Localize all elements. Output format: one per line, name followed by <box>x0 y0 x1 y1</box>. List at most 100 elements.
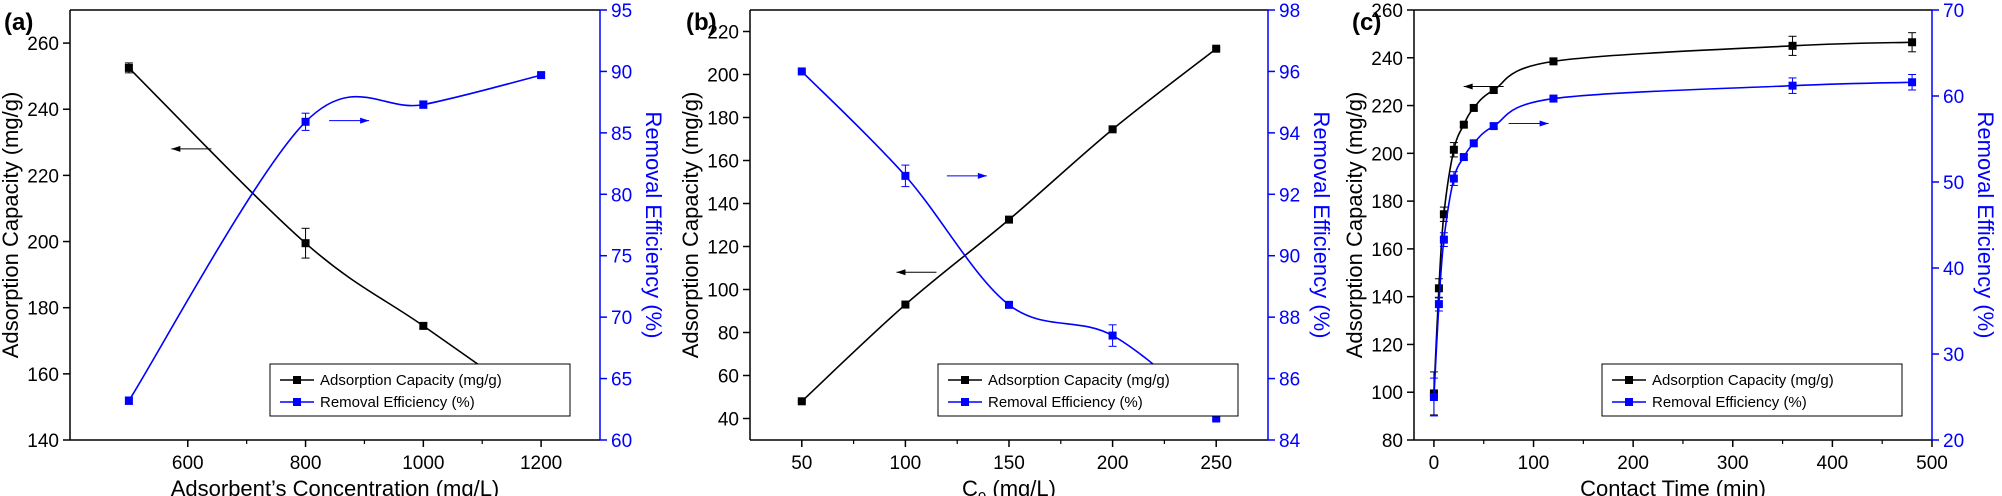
arrow-head <box>171 145 181 152</box>
y-tick-label: 240 <box>27 100 59 121</box>
y-tick-label: 200 <box>707 66 739 87</box>
y-tick-label: 260 <box>1371 1 1403 22</box>
y2-tick-label: 70 <box>611 308 632 329</box>
y-tick-label: 80 <box>718 324 739 345</box>
data-point <box>301 239 310 248</box>
y2-tick-label: 20 <box>1943 431 1964 452</box>
x-axis-title-main: C <box>962 476 978 496</box>
data-point <box>1212 44 1221 53</box>
y2-tick-label: 88 <box>1279 308 1300 329</box>
arrow-head <box>360 117 370 124</box>
x-axis-title-unit: (mg/L) <box>986 476 1056 496</box>
series-line <box>801 48 1217 402</box>
data-point <box>301 117 310 126</box>
x-tick-label: 100 <box>1518 453 1550 474</box>
data-point <box>1459 153 1468 162</box>
legend-marker <box>293 376 301 384</box>
y-tick-label: 220 <box>1371 97 1403 118</box>
data-point <box>1549 57 1558 66</box>
y-tick-label: 180 <box>707 109 739 130</box>
data-point <box>1005 215 1013 224</box>
y2-tick-label: 75 <box>611 247 632 268</box>
arrow-head <box>1463 83 1473 90</box>
x-tick-label: 400 <box>1817 453 1849 474</box>
y-tick-label: 140 <box>707 195 739 216</box>
legend-label: Adsorption Capacity (mg/g) <box>988 372 1170 389</box>
y-tick-label: 160 <box>27 365 59 386</box>
panel-label: (b) <box>686 9 717 36</box>
y2-tick-label: 50 <box>1943 173 1964 194</box>
x-tick-label: 150 <box>993 453 1025 474</box>
legend-marker <box>961 398 969 406</box>
y2-tick-label: 95 <box>611 1 632 22</box>
data-point <box>1212 414 1221 423</box>
y-axis-title: Adsorption Capacity (mg/g) <box>0 92 23 359</box>
y-tick-label: 220 <box>707 23 739 44</box>
legend-marker <box>1625 398 1633 406</box>
legend-box <box>269 363 571 417</box>
x-tick-label: 800 <box>290 453 322 474</box>
data-point <box>797 67 806 76</box>
y-tick-label: 40 <box>718 410 739 431</box>
legend-label: Removal Efficiency (%) <box>320 394 475 411</box>
y2-tick-label: 90 <box>1279 247 1300 268</box>
x-tick-label: 100 <box>890 453 922 474</box>
legend-marker <box>961 376 969 384</box>
y2-tick-label: 60 <box>611 431 632 452</box>
legend-marker <box>1625 376 1633 384</box>
y-tick-label: 180 <box>27 299 59 320</box>
x-tick-label: 250 <box>1200 453 1232 474</box>
x-axis-title: C0 (mg/L) <box>962 476 1056 496</box>
y-tick-label: 80 <box>1382 431 1403 452</box>
legend: Adsorption Capacity (mg/g) Removal Effici… <box>937 363 1239 417</box>
arrow-head <box>1539 120 1549 127</box>
series-line <box>128 74 542 402</box>
data-point <box>1549 94 1558 103</box>
data-point <box>1108 331 1117 340</box>
y-tick-label: 120 <box>1371 335 1403 356</box>
x-tick-label: 0 <box>1429 453 1440 474</box>
data-point <box>1005 300 1013 309</box>
series-line <box>1433 81 1913 398</box>
x-tick-label: 200 <box>1097 453 1129 474</box>
panel-1: 600 800 1000 1200 140 160 180 200 220 240 260 60 65 7… <box>0 1 666 496</box>
y-tick-label: 200 <box>27 233 59 254</box>
data-point <box>1489 122 1498 131</box>
x-tick-label: 200 <box>1617 453 1649 474</box>
x-axis-title: Adsorbent’s Concentration (mg/L) <box>171 476 500 496</box>
y-tick-label: 140 <box>1371 288 1403 309</box>
y2-tick-label: 65 <box>611 370 632 391</box>
x-tick-label: 300 <box>1717 453 1749 474</box>
y-tick-label: 220 <box>27 166 59 187</box>
data-point <box>1429 393 1438 401</box>
y2-tick-label: 86 <box>1279 370 1300 391</box>
y-tick-label: 260 <box>27 34 59 55</box>
data-point <box>1434 284 1443 293</box>
data-point <box>124 396 133 405</box>
data-point <box>1449 145 1458 154</box>
x-axis-title: Contact Time (min) <box>1580 476 1766 496</box>
data-point <box>901 300 910 309</box>
y-tick-label: 140 <box>27 431 59 452</box>
y2-tick-label: 94 <box>1279 124 1301 145</box>
y-axis-title: Adsorption Capacity (mg/g) <box>678 92 703 359</box>
x-tick-label: 500 <box>1916 453 1948 474</box>
series-line <box>128 67 542 410</box>
legend-label: Removal Efficiency (%) <box>988 394 1143 411</box>
legend-label: Removal Efficiency (%) <box>1652 394 1807 411</box>
y2-tick-label: 70 <box>1943 1 1964 22</box>
y2-tick-label: 96 <box>1279 62 1300 83</box>
panel-label: (a) <box>4 9 33 36</box>
x-tick-label: 1200 <box>520 453 562 474</box>
y2-tick-label: 84 <box>1279 431 1301 452</box>
series-line <box>801 70 1217 420</box>
y2-tick-label: 80 <box>611 185 632 206</box>
legend: Adsorption Capacity (mg/g) Removal Effici… <box>269 363 571 417</box>
data-point <box>124 63 133 72</box>
panel-label: (c) <box>1352 9 1381 36</box>
data-point <box>1439 210 1448 219</box>
data-point <box>1908 78 1917 87</box>
x-axis-title-subscript: 0 <box>978 489 986 496</box>
